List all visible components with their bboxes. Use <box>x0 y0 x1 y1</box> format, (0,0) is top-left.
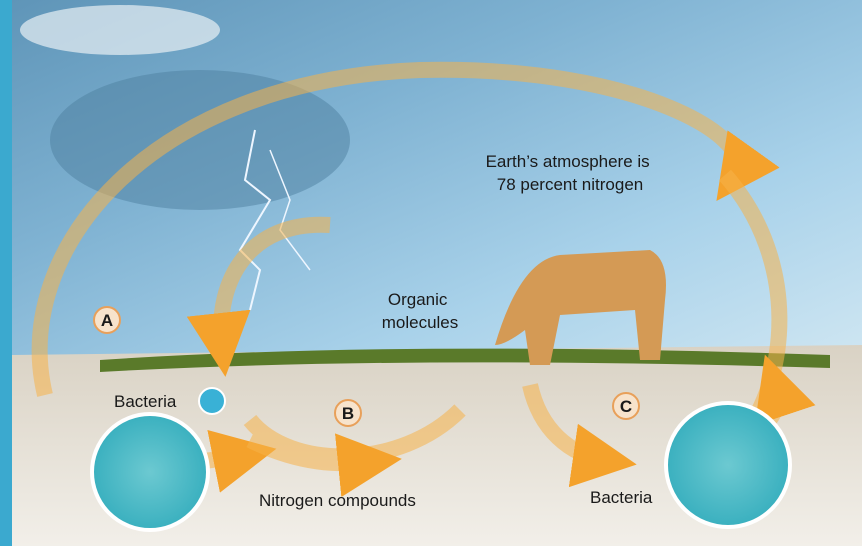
page: A B C Earth’s atmosphere is 78 percent n… <box>0 0 862 546</box>
marker-b: B <box>335 400 361 426</box>
text-line: Earth’s atmosphere is <box>486 152 650 171</box>
nitrogen-compounds-label: Nitrogen compounds <box>259 491 416 510</box>
text-line: molecules <box>382 313 459 332</box>
marker-label: C <box>620 397 632 416</box>
bacteria-label: Bacteria <box>590 488 653 507</box>
side-bar <box>0 0 12 546</box>
bacteria-label: Bacteria <box>114 392 177 411</box>
text-line: 78 percent nitrogen <box>497 175 644 194</box>
text-line: Organic <box>388 290 448 309</box>
nitrogen-cycle-diagram: A B C Earth’s atmosphere is 78 percent n… <box>0 0 862 546</box>
cloud <box>20 5 220 55</box>
bacteria-closeup <box>92 414 208 530</box>
marker-label: A <box>101 311 113 330</box>
marker-c: C <box>613 393 639 419</box>
bacteria-closeup <box>666 403 790 527</box>
bacterium <box>199 388 225 414</box>
marker-a: A <box>94 307 120 333</box>
marker-label: B <box>342 404 354 423</box>
